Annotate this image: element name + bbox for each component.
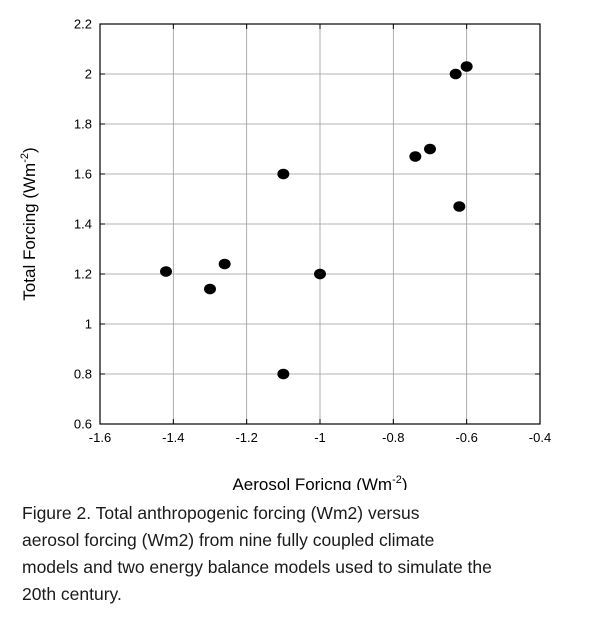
y-tick-label: 1.2	[74, 267, 92, 282]
y-tick-label: 1	[85, 317, 92, 332]
x-tick-label: -0.6	[455, 430, 477, 445]
scatter-point	[204, 283, 216, 295]
scatter-point	[453, 201, 466, 212]
x-axis-label-sup: -2	[392, 474, 402, 486]
y-tick-label: 1.4	[74, 217, 92, 232]
caption-line-3: models and two energy balance models use…	[22, 557, 492, 577]
scatter-point	[424, 143, 436, 155]
scatter-point	[277, 168, 290, 180]
x-axis-label-text: Aerosol Foricng (Wm	[232, 475, 392, 490]
y-axis-label-end: )	[20, 147, 39, 153]
x-axis-label: Aerosol Foricng (Wm-2)	[232, 474, 407, 490]
scatter-point	[314, 268, 326, 280]
scatter-point	[277, 368, 290, 380]
scatter-point	[218, 258, 231, 270]
y-tick-label: 1.8	[74, 117, 92, 132]
scatter-point	[409, 151, 422, 162]
grid-lines	[100, 24, 540, 424]
x-tick-label: -0.8	[382, 430, 404, 445]
caption-line-1: Figure 2. Total anthropogenic forcing (W…	[22, 503, 420, 523]
scatter-point	[449, 68, 462, 80]
x-tick-label: -1.6	[89, 430, 111, 445]
y-axis-label: Total Forcing (Wm-2)	[19, 147, 39, 300]
x-tick-label: -1.2	[235, 430, 257, 445]
data-points	[160, 61, 473, 380]
x-axis-label-end: )	[402, 475, 408, 490]
scatter-point	[160, 266, 172, 277]
y-axis-label-text: Total Forcing (Wm	[20, 163, 39, 301]
y-axis-label-sup: -2	[19, 153, 31, 163]
x-tick-label: -0.4	[529, 430, 551, 445]
x-tick-labels: -1.6 -1.4 -1.2 -1 -0.8 -0.6 -0.4	[89, 430, 551, 445]
plot-frame	[99, 23, 541, 425]
caption-line-4: 20th century.	[22, 584, 122, 604]
scatter-chart: -1.6 -1.4 -1.2 -1 -0.8 -0.6 -0.4 0.6 0.8 1 1.2 1.4…	[19, 17, 551, 491]
x-tick-label: -1	[314, 430, 326, 445]
y-tick-label: 2.2	[74, 17, 92, 32]
y-tick-labels: 0.6 0.8 1 1.2 1.4 1.6 1.8 2 2.2	[74, 17, 92, 432]
x-tick-label: -1.4	[162, 430, 184, 445]
scatter-point	[460, 61, 473, 72]
y-tick-label: 1.6	[74, 167, 92, 182]
y-tick-label: 0.8	[74, 367, 92, 382]
y-tick-label: 0.6	[74, 417, 92, 432]
y-tick-label: 2	[85, 67, 92, 82]
caption-line-2: aerosol forcing (Wm2) from nine fully co…	[22, 530, 435, 550]
figure-caption: Figure 2. Total anthropogenic forcing (W…	[22, 500, 592, 608]
